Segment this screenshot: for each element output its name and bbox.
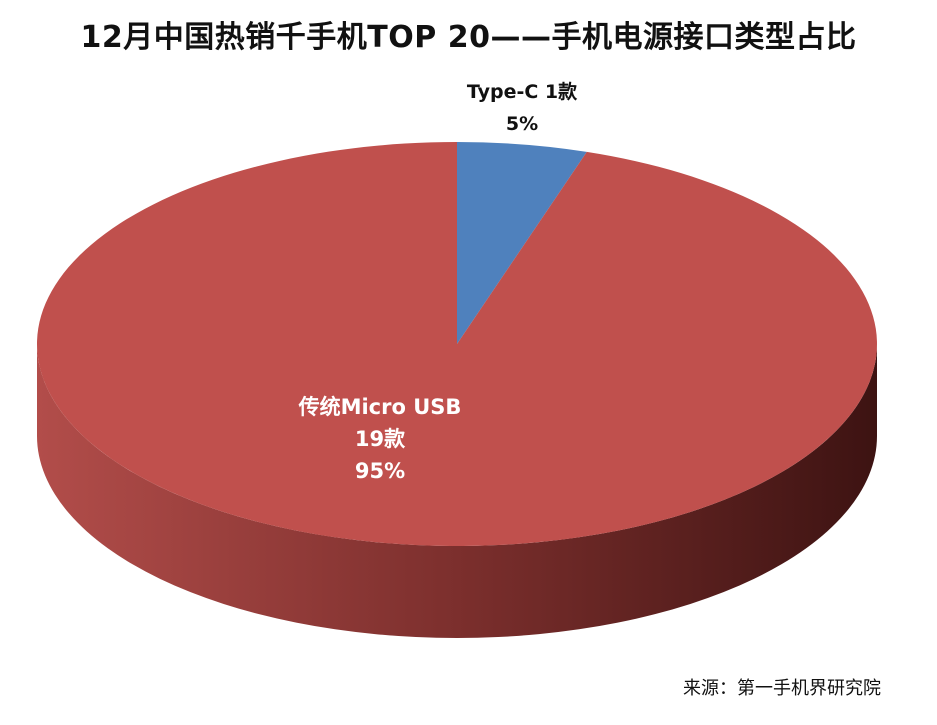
source-note: 来源：第一手机界研究院 <box>683 678 881 699</box>
label-micro-usb-name: 传统Micro USB <box>298 395 462 419</box>
pie-side-micro-usb <box>37 344 877 638</box>
label-micro-usb-count: 19款 <box>355 427 406 451</box>
chart-title: 12月中国热销千手机TOP 20——手机电源接口类型占比 <box>80 20 857 55</box>
pie-labels: Type-C 1款 5% 传统Micro USB 19款 95% <box>298 80 579 483</box>
label-type-c-name: Type-C 1款 <box>467 80 578 103</box>
pie-top-face <box>36 142 877 546</box>
pie-slice-type-c <box>457 142 587 344</box>
pie-slice-micro-usb <box>36 142 877 546</box>
label-type-c-percent: 5% <box>506 113 538 135</box>
pie-side-wall <box>37 344 877 638</box>
label-micro-usb-percent: 95% <box>355 459 405 483</box>
